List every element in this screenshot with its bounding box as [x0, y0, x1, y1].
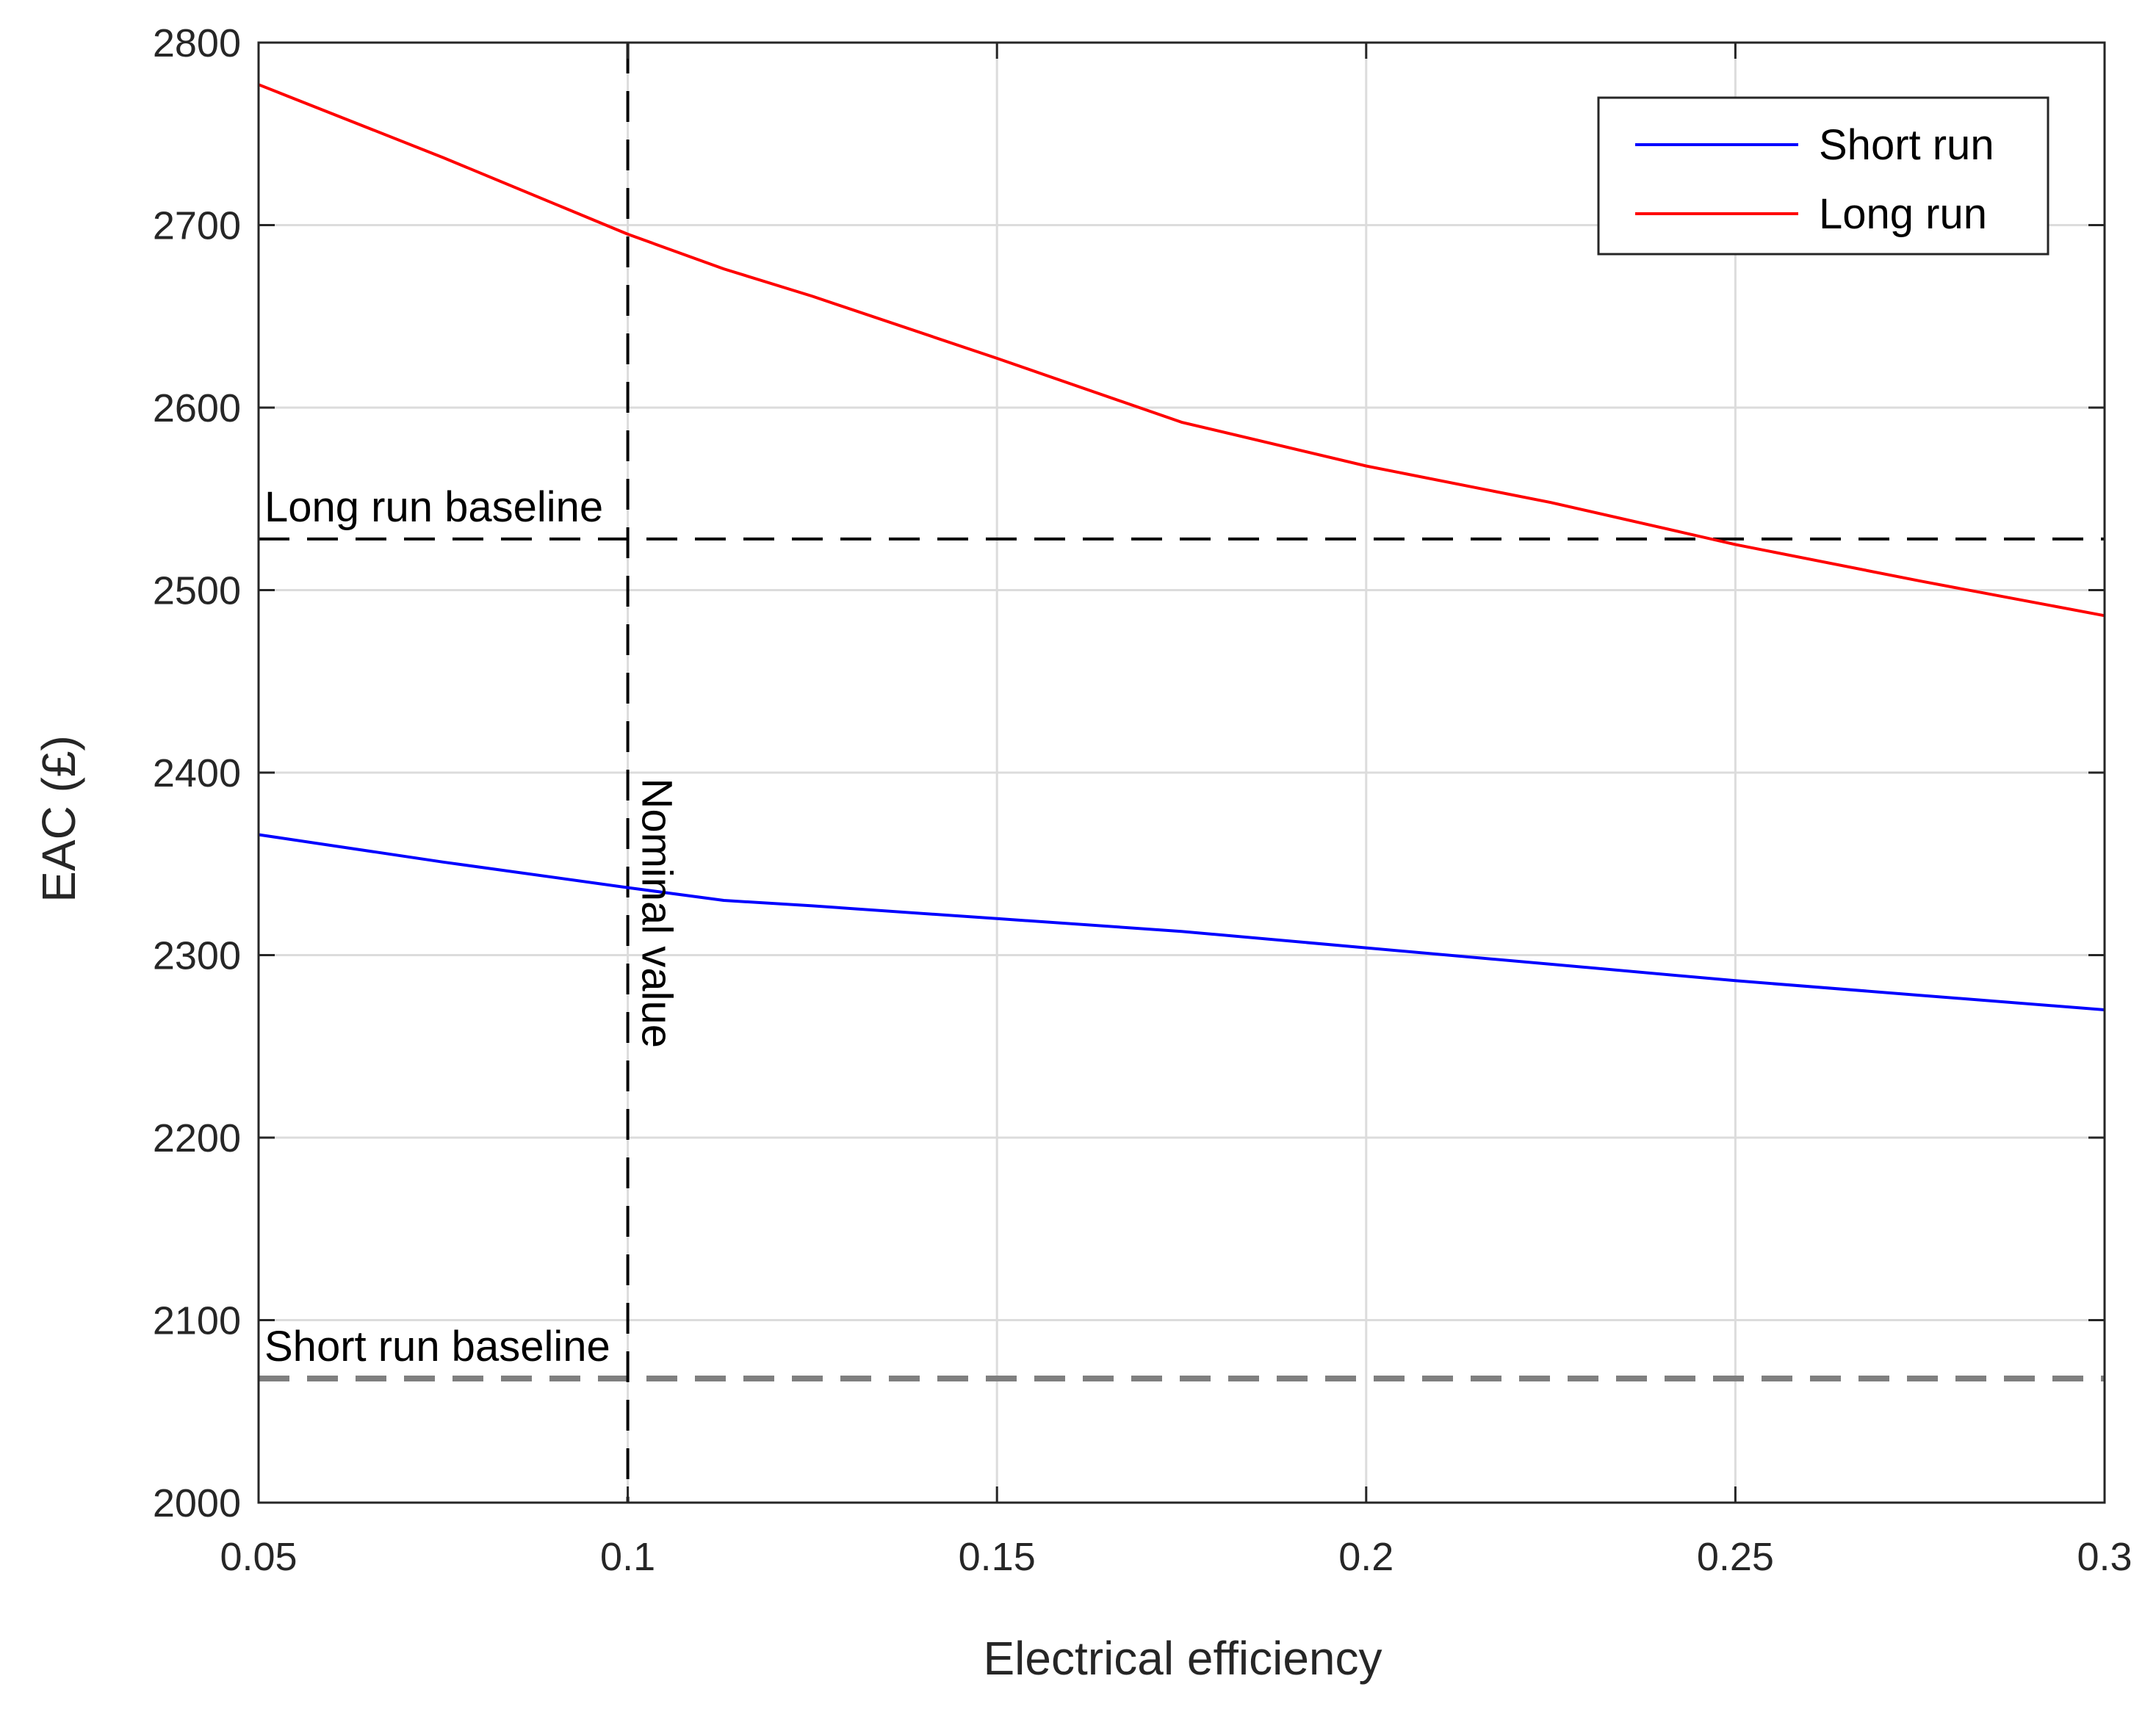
y-tick-label: 2200 [153, 1116, 241, 1160]
x-tick-label: 0.2 [1338, 1535, 1394, 1579]
legend-label: Short run [1819, 121, 1994, 169]
legend-label: Long run [1819, 190, 1987, 238]
x-axis-label: Electrical efficiency [983, 1632, 1382, 1685]
y-tick-label: 2100 [153, 1299, 241, 1343]
y-tick-label: 2500 [153, 569, 241, 613]
baseline-label: Long run baseline [264, 483, 603, 531]
y-tick-label: 2400 [153, 751, 241, 795]
grid [257, 41, 2106, 1504]
x-axis-ticks: 0.05 0.1 0.15 0.2 0.25 0.3 [220, 43, 2132, 1579]
y-tick-label: 2700 [153, 204, 241, 248]
series-line-short-run [258, 833, 2105, 1011]
x-tick-label: 0.1 [600, 1535, 655, 1579]
legend[interactable]: Short run Long run [1597, 96, 2049, 256]
x-tick-label: 0.25 [1697, 1535, 1774, 1579]
series-lines [258, 83, 2105, 1011]
y-tick-label: 2300 [153, 934, 241, 978]
reference-lines [259, 43, 2105, 1503]
y-tick-label: 2000 [153, 1481, 241, 1525]
y-tick-label: 2600 [153, 386, 241, 430]
legend-box [1597, 96, 2049, 256]
nominal-value-label: Nominal value [633, 778, 681, 1048]
series-line-long-run [258, 83, 2105, 618]
y-axis-ticks: 2000 2100 2200 2300 2400 2500 2600 2700 2800 [153, 21, 2105, 1525]
annotations: Long run baseline Short run baseline Nomin… [264, 483, 681, 1370]
x-tick-label: 0.15 [959, 1535, 1036, 1579]
baseline-label: Short run baseline [264, 1323, 610, 1370]
y-tick-label: 2800 [153, 21, 241, 65]
y-axis-label: EAC (£) [32, 735, 85, 903]
x-tick-label: 0.3 [2077, 1535, 2132, 1579]
x-tick-label: 0.05 [220, 1535, 297, 1579]
